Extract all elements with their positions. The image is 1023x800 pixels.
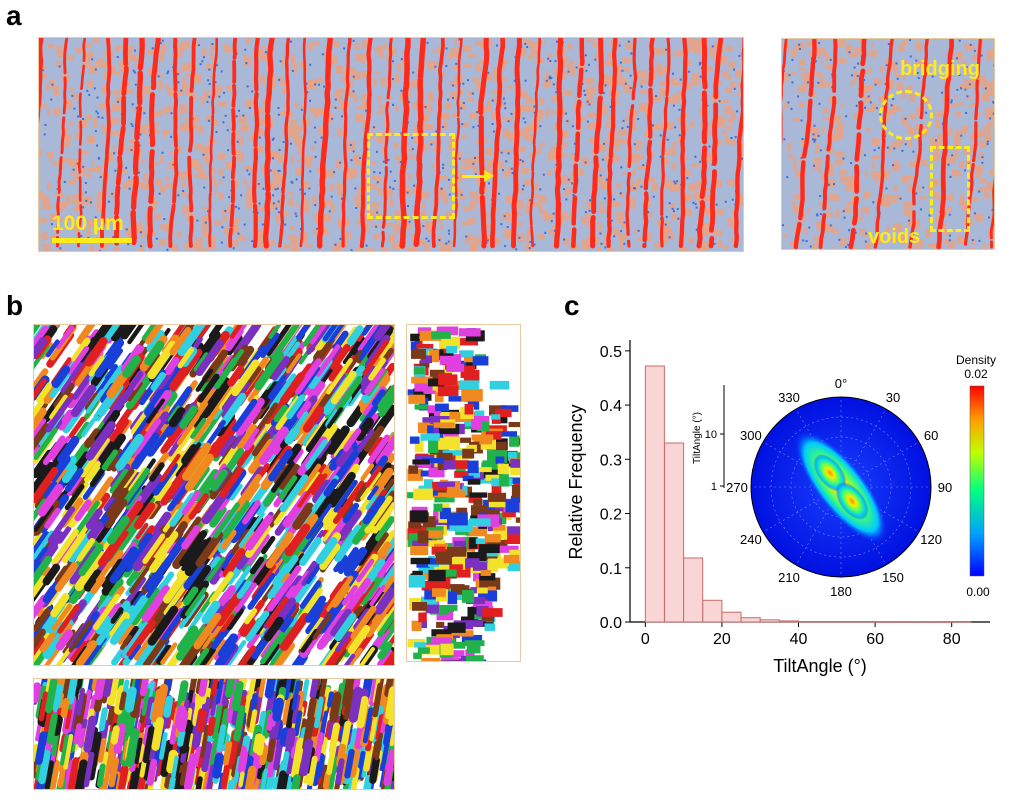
zoom-region-box [367,133,455,219]
histogram-bar [644,365,665,623]
polar-angle-label: 210 [778,570,800,585]
grain-map-top [34,325,394,665]
x-tick-label: 0 [641,631,650,648]
grain-render-bottom [33,678,395,790]
zoom-arrow-icon [462,175,486,178]
histogram-bar [855,621,876,623]
polar-angle-label: 240 [740,532,762,547]
histogram-bar [951,621,972,623]
polar-angle-label: 0° [835,376,847,391]
polar-angle-labels: 0° 30 60 90 120 150 180 210 240 270 300 330 [726,376,952,599]
density-lobe-upper [813,454,847,492]
histogram-bar [702,599,723,623]
polar-angle-label: 150 [882,570,904,585]
colorbar-min-label: 0.00 [966,585,990,599]
y-tick-label: 0.1 [600,561,622,578]
histogram-bar [836,621,857,623]
histogram-bars [644,365,972,623]
polar-angle-label: 270 [726,480,748,495]
grain-map-bottom [34,679,394,789]
histogram-bar [778,620,799,623]
histogram-bar [912,621,933,623]
tilt-angle-histogram: 0.0 0.1 0.2 0.3 0.4 0.5 0 20 40 60 80 TiltAngle (… [566,340,996,676]
x-ticks: 0 20 40 60 80 [641,622,961,648]
grain-map-side [407,325,520,661]
density-lobe-lower [835,482,869,520]
polar-angle-label: 60 [924,428,938,443]
histogram-bar [817,621,838,623]
bridging-circle [879,90,933,140]
x-tick-label: 60 [866,631,884,648]
scale-bar [52,238,132,243]
colorbar-title: Density [956,353,996,367]
bridging-label: bridging [900,58,980,80]
colorbar-max-label: 0.02 [964,367,988,381]
polar-angle-label: 330 [778,390,800,405]
grain-render-side [406,324,521,662]
histogram-bar [740,617,761,623]
colorbar [969,385,985,577]
histogram-bar [721,611,742,623]
histogram-bar [759,619,780,623]
y-tick-label: 0.0 [600,615,622,632]
polar-angle-label: 300 [740,428,762,443]
x-axis-label: TiltAngle (°) [773,656,867,676]
histogram-bar [798,621,819,623]
y-tick-label: 0.5 [600,344,622,361]
polar-inset: 0° 30 60 90 120 150 180 210 240 270 300 330 10 1 Ti… [692,353,996,599]
radial-tick-label-1: 1 [711,481,717,493]
panel-label-c: c [564,290,580,321]
panel-label-a: a [6,0,22,31]
polar-angle-label: 120 [920,532,942,547]
lamella-map-zoom [782,39,994,249]
zoom-arrow-head-icon [484,170,494,182]
histogram-bar [893,621,914,623]
scale-bar-label: 100 µm [52,212,124,235]
polar-angle-label: 180 [830,584,852,599]
polar-grid [750,396,932,578]
histogram-bar [932,621,953,623]
grain-render-top [33,324,395,666]
radial-tick-label-10: 10 [705,429,717,441]
x-tick-label: 80 [943,631,961,648]
polar-angle-label: 90 [938,480,952,495]
voids-label: voids [868,226,921,248]
histogram-bar [683,557,704,623]
voids-box [930,146,970,232]
histogram-bar [874,621,895,623]
y-tick-label: 0.2 [600,507,622,524]
x-tick-label: 20 [713,631,731,648]
micrograph-a-zoom [781,38,995,250]
micrograph-a-main [38,37,744,252]
histogram-bar [664,442,685,623]
y-tick-label: 0.4 [600,398,622,415]
panel-label-b: b [6,290,24,321]
y-axis-label: Relative Frequency [566,404,586,559]
polar-angle-label: 30 [886,390,900,405]
radial-axis-label: TiltAngle (°) [692,412,703,464]
lamella-map-main [39,38,743,251]
y-ticks: 0.0 0.1 0.2 0.3 0.4 0.5 [600,344,630,632]
x-tick-label: 40 [790,631,808,648]
y-tick-label: 0.3 [600,452,622,469]
